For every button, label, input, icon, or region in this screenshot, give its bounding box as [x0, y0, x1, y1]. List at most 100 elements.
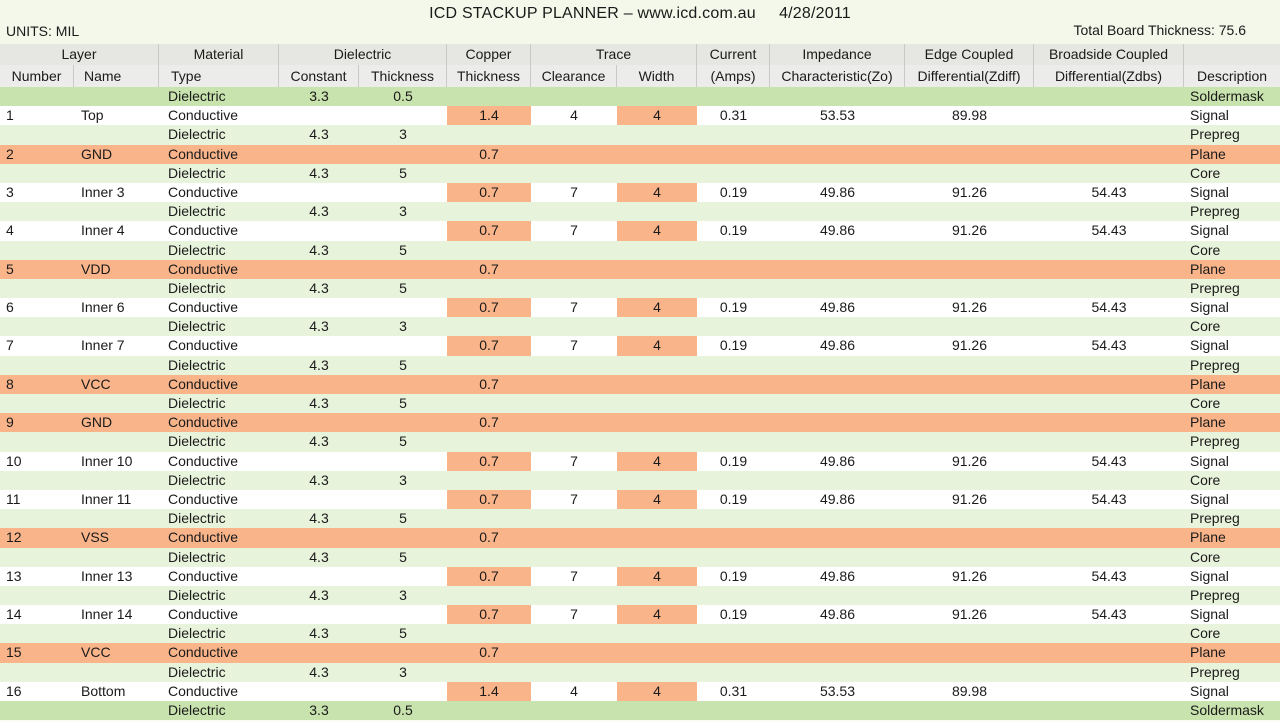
- cell-copper-thickness[interactable]: [447, 356, 531, 375]
- cell-copper-thickness[interactable]: [447, 509, 531, 528]
- cell-impedance-zo[interactable]: [770, 260, 905, 279]
- cell-description[interactable]: Signal: [1190, 452, 1229, 469]
- table-row[interactable]: Dielectric 4.3 5 Core: [0, 547, 1280, 567]
- cell-layer-name[interactable]: [81, 586, 159, 605]
- cell-layer-name[interactable]: GND: [81, 414, 113, 431]
- cell-broadside-zdbs[interactable]: [1034, 87, 1184, 106]
- cell-trace-width[interactable]: 4: [617, 221, 697, 241]
- cell-layer-name[interactable]: VDD: [81, 260, 111, 277]
- cell-trace-clearance[interactable]: [531, 586, 617, 605]
- cell-trace-width[interactable]: [617, 317, 697, 336]
- cell-trace-width[interactable]: [617, 260, 697, 279]
- cell-dielectric-constant[interactable]: [279, 106, 359, 125]
- cell-material-type[interactable]: Conductive: [168, 452, 239, 469]
- cell-edge-zdiff[interactable]: 91.26: [951, 606, 988, 623]
- cell-trace-width[interactable]: [617, 413, 697, 432]
- table-row[interactable]: 16 Bottom Conductive 1.4 4 4 0.31 53.53 89.98 Sig…: [0, 681, 1280, 701]
- cell-layer-name[interactable]: [81, 202, 159, 221]
- cell-description[interactable]: Core: [1190, 471, 1221, 488]
- cell-current-amps[interactable]: 0.19: [719, 299, 748, 316]
- cell-number[interactable]: 2: [6, 145, 14, 162]
- cell-dielectric-thickness[interactable]: [359, 336, 447, 355]
- cell-impedance-zo[interactable]: [770, 375, 905, 394]
- cell-broadside-zdbs[interactable]: [1034, 643, 1184, 662]
- cell-material-type[interactable]: Conductive: [168, 567, 239, 584]
- header-group-edge-coupled[interactable]: Edge Coupled: [905, 44, 1034, 65]
- cell-trace-clearance[interactable]: [531, 528, 617, 547]
- cell-number[interactable]: 12: [6, 529, 22, 546]
- cell-broadside-zdbs[interactable]: [1034, 471, 1184, 490]
- cell-impedance-zo[interactable]: [770, 528, 905, 547]
- cell-dielectric-constant[interactable]: [279, 298, 359, 317]
- column-header-zo[interactable]: Characteristic(Zo): [770, 65, 905, 87]
- cell-dielectric-thickness[interactable]: [359, 145, 447, 164]
- cell-trace-width[interactable]: 4: [617, 566, 697, 586]
- cell-dielectric-thickness[interactable]: [359, 375, 447, 394]
- cell-current-amps[interactable]: [697, 394, 770, 413]
- cell-edge-zdiff[interactable]: 89.98: [951, 682, 988, 699]
- cell-material-type[interactable]: Dielectric: [168, 510, 226, 527]
- cell-number[interactable]: 7: [6, 337, 14, 354]
- cell-current-amps[interactable]: [697, 624, 770, 643]
- column-header-constant[interactable]: Constant: [279, 65, 359, 87]
- header-group-trace[interactable]: Trace: [531, 44, 697, 65]
- cell-dielectric-thickness[interactable]: 5: [399, 356, 407, 373]
- cell-trace-width[interactable]: [617, 394, 697, 413]
- table-row[interactable]: 4 Inner 4 Conductive 0.7 7 4 0.19 49.86 91.26 54.…: [0, 221, 1280, 241]
- cell-layer-name[interactable]: [81, 241, 159, 260]
- cell-description[interactable]: Core: [1190, 164, 1221, 181]
- cell-dielectric-constant[interactable]: [279, 145, 359, 164]
- cell-trace-clearance[interactable]: [531, 125, 617, 144]
- cell-current-amps[interactable]: [697, 663, 770, 682]
- table-row[interactable]: Dielectric 3.3 0.5 Soldermask: [0, 701, 1280, 721]
- cell-description[interactable]: Plane: [1190, 145, 1226, 162]
- cell-trace-width[interactable]: [617, 202, 697, 221]
- table-row[interactable]: Dielectric 4.3 3 Core: [0, 317, 1280, 337]
- cell-trace-width[interactable]: 4: [617, 298, 697, 318]
- cell-edge-zdiff[interactable]: 91.26: [951, 183, 988, 200]
- cell-dielectric-thickness[interactable]: [359, 490, 447, 509]
- table-row[interactable]: 11 Inner 11 Conductive 0.7 7 4 0.19 49.86 91.26 5…: [0, 489, 1280, 510]
- cell-current-amps[interactable]: [697, 432, 770, 451]
- cell-description[interactable]: Signal: [1190, 183, 1229, 200]
- column-header-dielectric-thickness[interactable]: Thickness: [359, 65, 447, 87]
- cell-dielectric-constant[interactable]: 4.3: [309, 663, 329, 680]
- cell-dielectric-constant[interactable]: 4.3: [309, 203, 329, 220]
- cell-trace-width[interactable]: 4: [617, 336, 697, 356]
- cell-broadside-zdbs[interactable]: [1034, 125, 1184, 144]
- cell-broadside-zdbs[interactable]: [1034, 394, 1184, 413]
- cell-dielectric-constant[interactable]: 4.3: [309, 433, 329, 450]
- cell-trace-width[interactable]: [617, 509, 697, 528]
- cell-material-type[interactable]: Conductive: [168, 682, 239, 699]
- cell-trace-width[interactable]: [617, 663, 697, 682]
- cell-material-type[interactable]: Conductive: [168, 107, 239, 124]
- table-row[interactable]: Dielectric 4.3 5 Prepreg: [0, 432, 1280, 452]
- cell-broadside-zdbs[interactable]: [1034, 624, 1184, 643]
- cell-description[interactable]: Soldermask: [1190, 702, 1264, 718]
- cell-number[interactable]: [6, 663, 74, 682]
- table-row[interactable]: 3 Inner 3 Conductive 0.7 7 4 0.19 49.86 91.26 54.…: [0, 182, 1280, 203]
- table-row[interactable]: 10 Inner 10 Conductive 0.7 7 4 0.19 49.86 91.26 5…: [0, 451, 1280, 471]
- cell-material-type[interactable]: Dielectric: [168, 356, 226, 373]
- cell-trace-width[interactable]: [617, 528, 697, 547]
- cell-impedance-zo[interactable]: [770, 471, 905, 490]
- cell-edge-zdiff[interactable]: [905, 643, 1034, 662]
- cell-number[interactable]: 5: [6, 260, 14, 277]
- column-header-description[interactable]: Description: [1196, 68, 1268, 84]
- cell-dielectric-thickness[interactable]: 3: [399, 318, 407, 335]
- cell-dielectric-thickness[interactable]: 5: [399, 279, 407, 296]
- table-row[interactable]: 1 Top Conductive 1.4 4 4 0.31 53.53 89.98 Signal: [0, 106, 1280, 126]
- cell-copper-thickness[interactable]: 0.7: [447, 566, 531, 586]
- cell-material-type[interactable]: Dielectric: [168, 625, 226, 642]
- cell-layer-name[interactable]: [81, 279, 159, 298]
- cell-dielectric-constant[interactable]: [279, 336, 359, 355]
- cell-number[interactable]: [6, 125, 74, 144]
- cell-broadside-zdbs[interactable]: 54.43: [1091, 490, 1127, 507]
- cell-impedance-zo[interactable]: [770, 432, 905, 451]
- cell-description[interactable]: Signal: [1190, 490, 1229, 507]
- cell-impedance-zo[interactable]: [770, 164, 905, 183]
- cell-current-amps[interactable]: 0.19: [719, 222, 748, 239]
- cell-copper-thickness[interactable]: 0.7: [447, 451, 531, 471]
- cell-current-amps[interactable]: 0.31: [719, 107, 748, 124]
- cell-edge-zdiff[interactable]: [905, 356, 1034, 375]
